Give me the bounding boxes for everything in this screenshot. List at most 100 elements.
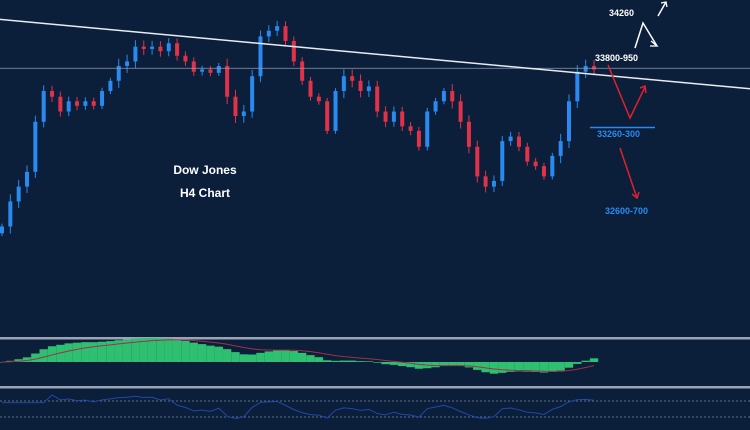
candle-body bbox=[233, 96, 238, 117]
candle bbox=[308, 76, 313, 101]
candle bbox=[233, 89, 238, 124]
candle bbox=[75, 96, 80, 111]
macd-bar bbox=[281, 350, 290, 362]
candle bbox=[275, 20, 280, 36]
candle bbox=[483, 170, 488, 193]
candle bbox=[25, 165, 30, 193]
macd-bar bbox=[256, 352, 265, 362]
candle bbox=[350, 69, 355, 88]
candle bbox=[491, 175, 496, 193]
candle bbox=[300, 57, 305, 86]
candle bbox=[83, 97, 88, 110]
candle-body bbox=[341, 76, 346, 92]
candle-body bbox=[541, 166, 546, 177]
candle bbox=[208, 66, 213, 77]
candle-body bbox=[225, 66, 230, 97]
candle bbox=[200, 65, 205, 76]
candle bbox=[141, 40, 146, 56]
candle-body bbox=[325, 101, 330, 131]
macd-bar bbox=[381, 362, 390, 365]
candle-body bbox=[175, 43, 180, 56]
arrowhead-icon bbox=[631, 191, 640, 200]
macd-bar bbox=[448, 362, 457, 366]
macd-bar bbox=[147, 338, 157, 362]
macd-bar bbox=[531, 362, 540, 372]
candle-body bbox=[550, 155, 555, 177]
macd-bar bbox=[164, 338, 173, 362]
candle bbox=[425, 107, 430, 151]
candle bbox=[283, 21, 288, 46]
candle bbox=[433, 97, 438, 115]
candle bbox=[183, 51, 188, 66]
candle bbox=[91, 97, 96, 110]
candle bbox=[58, 91, 63, 117]
macd-bar bbox=[289, 351, 298, 362]
macd-bar bbox=[106, 341, 115, 362]
macd-bar bbox=[222, 349, 232, 362]
candle-body bbox=[433, 101, 438, 112]
candle-body bbox=[8, 201, 13, 227]
candle-body bbox=[108, 80, 113, 92]
macd-bar bbox=[314, 357, 324, 362]
macd-bar bbox=[339, 360, 349, 362]
candle-body bbox=[558, 141, 563, 156]
macd-bar bbox=[97, 341, 107, 362]
macd-bar bbox=[331, 360, 340, 362]
candle bbox=[150, 40, 155, 55]
candle bbox=[175, 38, 180, 61]
target-high-label: 34260 bbox=[609, 8, 635, 18]
macd-bar bbox=[464, 362, 474, 368]
macd-bar bbox=[197, 344, 207, 362]
candle bbox=[225, 58, 230, 105]
macd-bar bbox=[548, 362, 557, 372]
macd-bar bbox=[514, 362, 524, 372]
candle-body bbox=[50, 91, 55, 97]
candle-body bbox=[500, 141, 505, 181]
macd-bar bbox=[439, 362, 449, 366]
white-zigzag-arrow bbox=[634, 21, 658, 49]
macd-bar bbox=[556, 362, 565, 371]
candle-body bbox=[33, 121, 38, 172]
candle-body bbox=[592, 66, 596, 70]
macd-bar bbox=[114, 340, 123, 362]
macd-bar bbox=[206, 345, 215, 362]
candle-body bbox=[508, 136, 513, 142]
candle bbox=[508, 131, 513, 146]
candle-body bbox=[83, 101, 88, 106]
macd-bar bbox=[264, 351, 273, 362]
candle bbox=[583, 59, 588, 78]
white-arrows bbox=[634, 1, 668, 49]
candle bbox=[16, 179, 21, 209]
chart-subtitle: H4 Chart bbox=[179, 186, 230, 200]
macd-bar bbox=[589, 358, 599, 362]
candle-body bbox=[100, 91, 105, 106]
candle bbox=[466, 115, 471, 154]
rsi-line bbox=[2, 394, 595, 420]
macd-bar bbox=[406, 362, 415, 368]
candle-body bbox=[533, 161, 538, 167]
macd-bar bbox=[364, 361, 374, 362]
resistance-label: 33800-950 bbox=[595, 53, 639, 63]
candle bbox=[41, 85, 46, 128]
candle-body bbox=[408, 126, 413, 131]
candle bbox=[450, 83, 455, 109]
candle bbox=[325, 98, 330, 135]
candle-body bbox=[450, 91, 455, 102]
candle bbox=[266, 25, 271, 42]
macd-bar bbox=[306, 355, 315, 362]
macd-bar bbox=[247, 354, 257, 362]
candle-body bbox=[316, 96, 321, 102]
candle-body bbox=[475, 146, 480, 177]
macd-bar bbox=[156, 338, 165, 362]
candle bbox=[125, 54, 130, 73]
macd-bar bbox=[298, 352, 307, 362]
macd-bar bbox=[573, 362, 582, 364]
macd-signal-line bbox=[1, 339, 595, 372]
macd-bar bbox=[389, 362, 399, 365]
macd-panel bbox=[0, 338, 599, 374]
candle bbox=[191, 57, 196, 76]
macd-bar bbox=[122, 339, 132, 362]
red-arrows bbox=[607, 64, 647, 200]
candle-body bbox=[366, 86, 371, 92]
